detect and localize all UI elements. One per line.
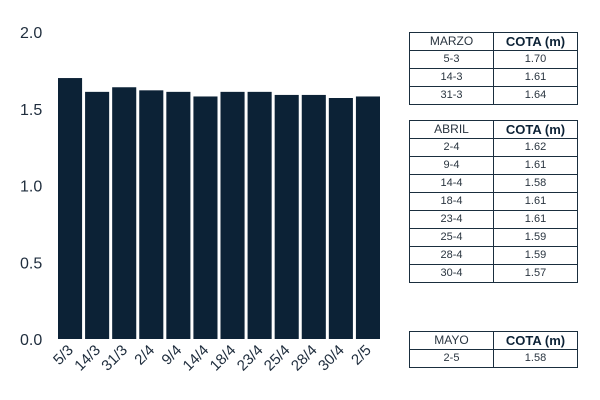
bar <box>139 90 164 339</box>
y-tick-label: 0.0 <box>20 332 42 349</box>
x-tick-label: 31/3 <box>98 342 131 375</box>
table-row: 2-5 1.58 <box>409 349 578 368</box>
bar <box>58 78 83 340</box>
table-header-cota: COTA (m) <box>493 331 578 350</box>
bar <box>220 91 245 339</box>
date-cell: 23-4 <box>409 210 494 229</box>
bar <box>301 94 326 340</box>
bar-chart: 0.00.51.01.52.05/314/331/3 2/4 9/414/418/4… <box>20 25 380 375</box>
table-row: 5-3 1.70 <box>409 50 578 69</box>
x-tick-label: 25/4 <box>261 342 294 375</box>
table-header-month: MAYO <box>409 331 494 350</box>
value-cell: 1.58 <box>493 349 578 368</box>
table-row: 25-4 1.59 <box>409 228 578 247</box>
date-cell: 31-3 <box>409 86 494 105</box>
date-cell: 5-3 <box>409 50 494 69</box>
date-cell: 2-4 <box>409 138 494 157</box>
value-cell: 1.61 <box>493 68 578 87</box>
value-cell: 1.62 <box>493 138 578 157</box>
table-row: 9-4 1.61 <box>409 156 578 175</box>
x-tick-label: 14/4 <box>180 342 213 375</box>
x-tick-label: 28/4 <box>288 342 321 375</box>
value-cell: 1.64 <box>493 86 578 105</box>
table-row: 2-4 1.62 <box>409 138 578 157</box>
value-cell: 1.70 <box>493 50 578 69</box>
table-header-month: MARZO <box>409 32 494 51</box>
value-cell: 1.58 <box>493 174 578 193</box>
value-cell: 1.61 <box>493 192 578 211</box>
table-header-cota: COTA (m) <box>493 32 578 51</box>
bar <box>328 98 353 339</box>
y-tick-label: 2.0 <box>20 25 42 42</box>
bar <box>85 91 110 339</box>
date-cell: 14-4 <box>409 174 494 193</box>
x-tick-label: 18/4 <box>207 342 240 375</box>
value-cell: 1.59 <box>493 228 578 247</box>
date-cell: 9-4 <box>409 156 494 175</box>
bar <box>355 96 380 339</box>
x-tick-label: 30/4 <box>315 342 348 375</box>
date-cell: 25-4 <box>409 228 494 247</box>
bar <box>193 96 218 339</box>
value-cell: 1.61 <box>493 156 578 175</box>
table-row: 23-4 1.61 <box>409 210 578 229</box>
bar <box>247 91 272 339</box>
bar <box>166 91 191 339</box>
x-tick-label: 23/4 <box>234 342 267 375</box>
y-tick-label: 0.5 <box>20 255 42 272</box>
date-cell: 18-4 <box>409 192 494 211</box>
table-mayo: MAYO COTA (m) 2-5 1.58 <box>409 331 578 368</box>
bar <box>274 94 299 340</box>
date-cell: 2-5 <box>409 349 494 368</box>
date-cell: 30-4 <box>409 264 494 283</box>
value-cell: 1.61 <box>493 210 578 229</box>
table-row: 31-3 1.64 <box>409 86 578 105</box>
x-tick-label: 2/5 <box>348 342 375 369</box>
x-tick-label: 14/3 <box>71 342 104 375</box>
date-cell: 14-3 <box>409 68 494 87</box>
value-cell: 1.57 <box>493 264 578 283</box>
x-tick-label: 2/4 <box>131 342 158 369</box>
table-abril: ABRIL COTA (m) 2-4 1.62 9-4 1.61 14-4 1.… <box>409 120 578 283</box>
table-row: 28-4 1.59 <box>409 246 578 265</box>
table-header-month: ABRIL <box>409 120 494 139</box>
y-tick-label: 1.0 <box>20 179 42 196</box>
bar <box>112 87 137 339</box>
table-marzo: MARZO COTA (m) 5-3 1.70 14-3 1.61 31-3 1… <box>409 32 578 105</box>
table-row: 14-4 1.58 <box>409 174 578 193</box>
table-row: 18-4 1.61 <box>409 192 578 211</box>
y-tick-label: 1.5 <box>20 102 42 119</box>
table-row: 30-4 1.57 <box>409 264 578 283</box>
value-cell: 1.59 <box>493 246 578 265</box>
table-header-cota: COTA (m) <box>493 120 578 139</box>
date-cell: 28-4 <box>409 246 494 265</box>
table-row: 14-3 1.61 <box>409 68 578 87</box>
